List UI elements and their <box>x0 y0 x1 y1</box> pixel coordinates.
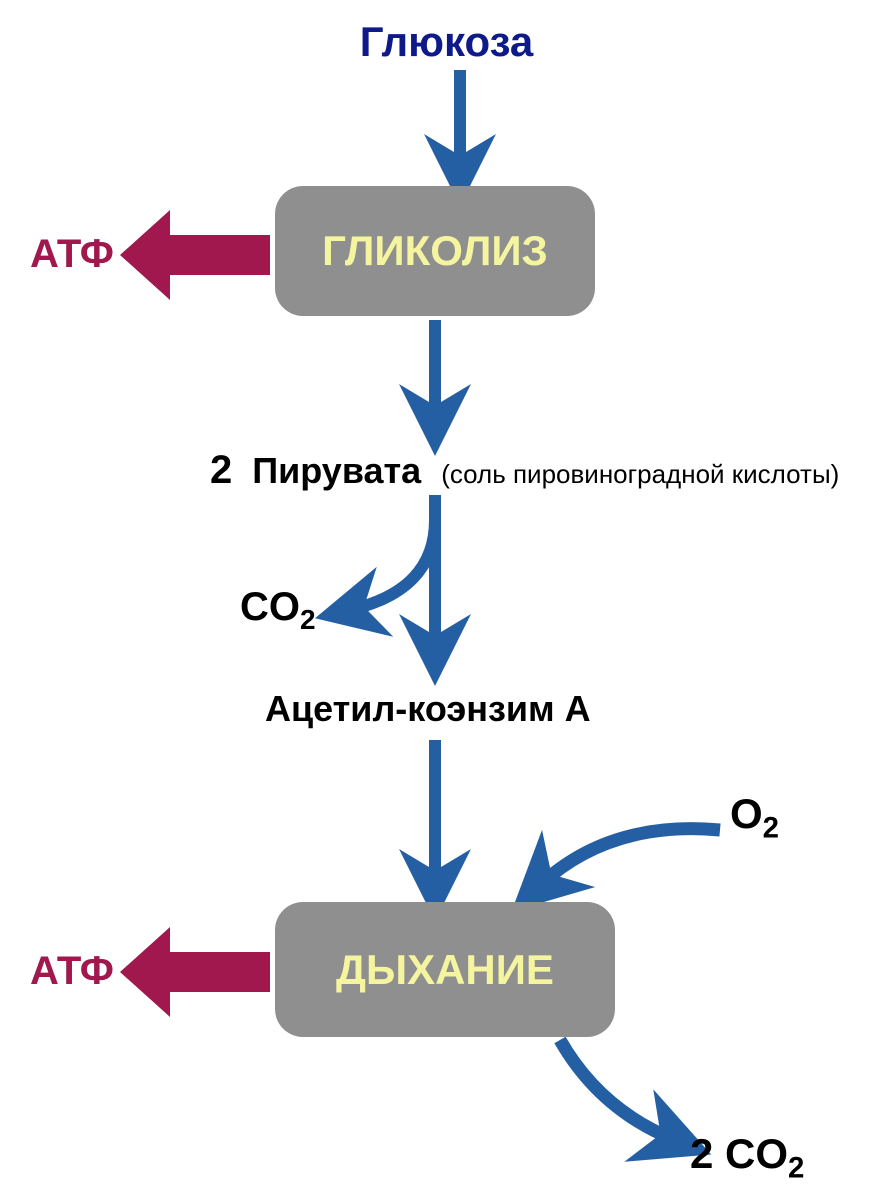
glucose-label: Глюкоза <box>0 18 893 66</box>
acetyl-label: Ацетил-коэнзим A <box>265 688 591 730</box>
two-co2-label: 2 CO2 <box>690 1130 804 1185</box>
respiration-box: ДЫХАНИЕ <box>275 902 615 1037</box>
co2-label: CO2 <box>240 585 316 636</box>
atp-label-1: АТФ <box>30 232 114 277</box>
glycolysis-box: ГЛИКОЛИЗ <box>275 186 595 316</box>
atp-label-2: АТФ <box>30 949 114 994</box>
pyruvate-label: 2 Пирувата (соль пировиноградной кислоты… <box>210 448 839 493</box>
o2-label: O2 <box>730 790 779 845</box>
